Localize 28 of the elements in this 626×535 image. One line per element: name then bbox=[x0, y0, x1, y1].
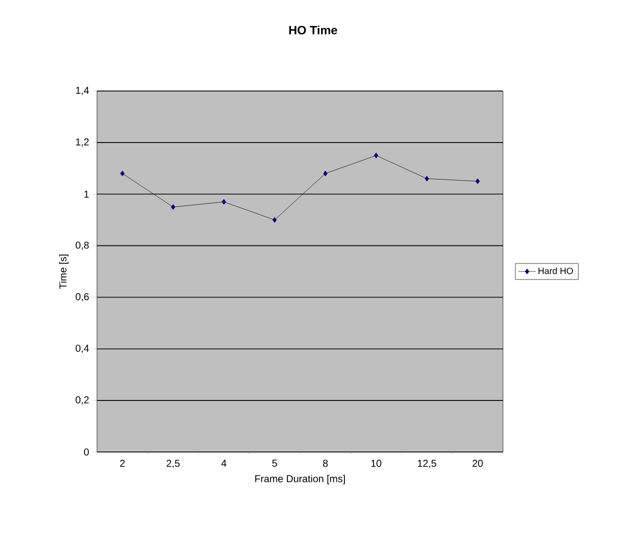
x-tick-label: 10 bbox=[371, 460, 382, 467]
y-tick-label: 1,2 bbox=[76, 138, 89, 147]
point bbox=[323, 170, 328, 176]
y-tick-label: 0 bbox=[84, 448, 89, 456]
point bbox=[374, 152, 378, 158]
x-tick-label: 12,5 bbox=[418, 460, 436, 468]
x-tick-label: 2,5 bbox=[166, 460, 180, 468]
y-tick-label: 1,4 bbox=[76, 86, 89, 96]
y-tick-label: 0,4 bbox=[76, 344, 89, 353]
y-tick-label: 0,2 bbox=[76, 396, 89, 405]
chart-title: HO Time bbox=[289, 26, 338, 34]
x-tick-label: 20 bbox=[472, 460, 483, 467]
x-tick-label: 2 bbox=[120, 460, 125, 467]
point bbox=[424, 176, 430, 182]
y-tick-label: 1 bbox=[84, 190, 89, 198]
point bbox=[120, 170, 125, 176]
legend-label: Hard HO bbox=[538, 267, 573, 274]
point bbox=[475, 178, 480, 184]
point bbox=[222, 199, 226, 205]
x-tick-label: 8 bbox=[323, 460, 328, 467]
y-tick-label: 0,6 bbox=[76, 293, 89, 302]
y-axis-title: Time [s] bbox=[59, 254, 68, 289]
point bbox=[170, 204, 176, 210]
x-axis-title: Frame Duration [ms] bbox=[255, 474, 345, 484]
y-tick-label: 0,8 bbox=[76, 242, 89, 250]
point bbox=[272, 217, 277, 223]
x-tick-label: 4 bbox=[221, 460, 226, 467]
x-tick-label: 5 bbox=[272, 460, 277, 467]
